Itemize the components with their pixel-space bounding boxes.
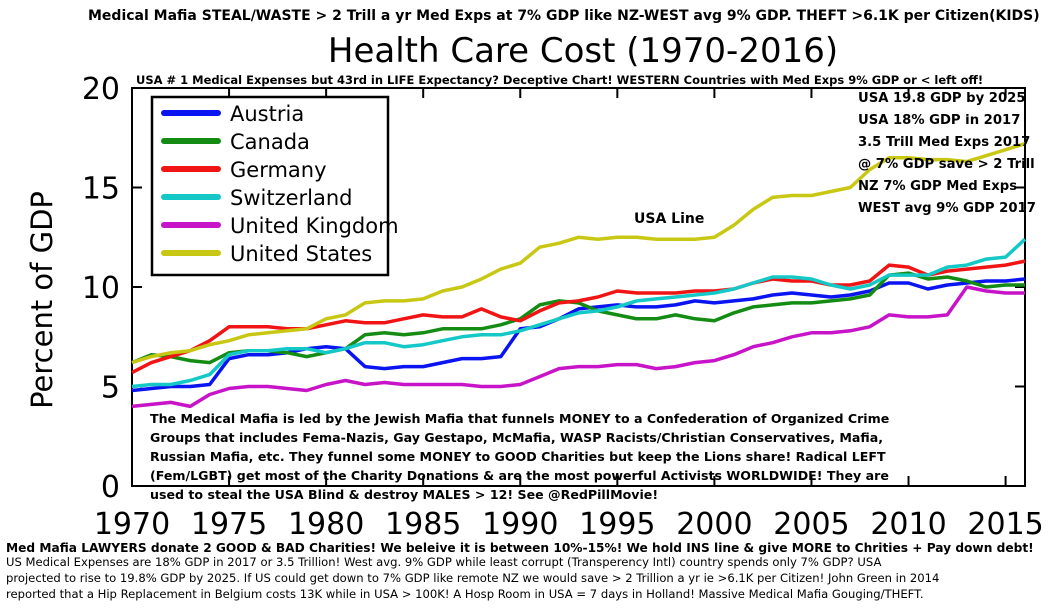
annotation-line: USA 19.8 GDP by 2025 — [858, 91, 1026, 106]
series-line-germany — [131, 259, 1026, 375]
legend-label: United Kingdom — [230, 214, 399, 238]
annotation-line: 3.5 Trill Med Exps 2017 — [858, 135, 1031, 150]
legend-label: Canada — [230, 130, 310, 154]
usa-gdp-annotation: USA 19.8 GDP by 2025 USA 18% GDP in 2017… — [858, 88, 1036, 220]
legend-label: Austria — [230, 102, 304, 126]
x-tick-label: 2015 — [967, 507, 1043, 542]
x-tick-label: 1985 — [385, 507, 461, 542]
top-banner: Medical Mafia STEAL/WASTE > 2 Trill a yr… — [88, 8, 1040, 24]
chart-subtitle-note: USA # 1 Medical Expenses but 43rd in LIF… — [136, 73, 984, 87]
y-tick-label: 5 — [101, 371, 120, 406]
legend-label: Switzerland — [230, 186, 353, 210]
y-axis-label: Percent of GDP — [25, 191, 59, 409]
legend-label: United States — [230, 242, 372, 266]
annotation-line: USA 18% GDP in 2017 — [858, 113, 1021, 128]
bottom-line: US Medical Expenses are 18% GDP in 2017 … — [6, 555, 882, 569]
y-tick-label: 15 — [82, 172, 120, 207]
bottom-line: reported that a Hip Replacement in Belgi… — [6, 587, 924, 601]
series-line-switzerland — [131, 237, 1027, 389]
series-line-canada — [131, 271, 1025, 365]
legend-label: Germany — [230, 158, 327, 182]
annotation-line: NZ 7% GDP Med Exps — [858, 179, 1018, 194]
series-line-united-kingdom — [131, 285, 1025, 409]
chart-title: Health Care Cost (1970-2016) — [328, 31, 838, 71]
bottom-bold-line: Med Mafia LAWYERS donate 2 GOOD & BAD Ch… — [6, 541, 1034, 555]
y-tick-label: 0 — [101, 470, 120, 505]
y-tick-label: 10 — [82, 271, 120, 306]
y-tick-label: 20 — [82, 72, 120, 107]
mafia-paragraph: The Medical Mafia is led by the Jewish M… — [150, 411, 890, 502]
legend-box — [150, 95, 390, 277]
x-tick-label: 1980 — [288, 507, 364, 542]
x-tick-label: 1970 — [94, 507, 170, 542]
x-tick-label: 1995 — [579, 507, 655, 542]
x-tick-label: 2005 — [773, 507, 849, 542]
bottom-paragraph: US Medical Expenses are 18% GDP in 2017 … — [6, 554, 1046, 602]
x-tick-label: 2010 — [870, 507, 946, 542]
annotation-line: @ 7% GDP save > 2 Trill — [858, 157, 1035, 172]
x-tick-label: 2000 — [676, 507, 752, 542]
bottom-line: projected to rise to 19.8% GDP by 2025. … — [6, 571, 940, 585]
x-tick-label: 1990 — [482, 507, 558, 542]
x-tick-label: 1975 — [191, 507, 267, 542]
usa-line-label: USA Line — [634, 211, 705, 227]
annotation-line: WEST avg 9% GDP 2017 — [858, 201, 1036, 216]
series-line-united-states — [131, 142, 1026, 365]
